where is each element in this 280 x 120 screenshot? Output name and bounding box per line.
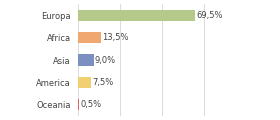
Bar [78, 32, 101, 43]
Bar [78, 54, 94, 66]
Text: 9,0%: 9,0% [95, 55, 116, 65]
Text: 69,5%: 69,5% [197, 11, 223, 20]
Text: 13,5%: 13,5% [102, 33, 129, 42]
Bar [78, 99, 79, 110]
Bar [78, 77, 91, 88]
Text: 0,5%: 0,5% [81, 100, 102, 109]
Bar [78, 10, 195, 21]
Text: 7,5%: 7,5% [92, 78, 114, 87]
